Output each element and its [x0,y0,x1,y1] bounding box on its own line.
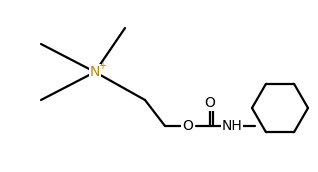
Text: NH: NH [222,119,242,133]
Text: +: + [98,61,106,71]
Text: O: O [204,96,215,110]
Text: N: N [90,65,100,79]
Text: O: O [183,119,193,133]
